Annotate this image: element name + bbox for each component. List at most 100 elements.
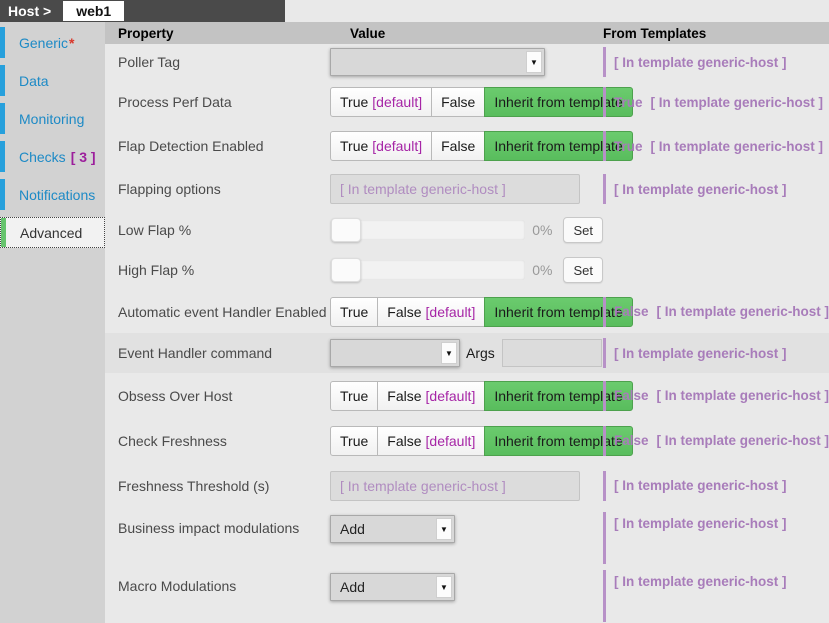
template-indicator-bar: [603, 87, 606, 117]
false-button[interactable]: False: [431, 87, 486, 117]
button-label: False: [441, 94, 476, 110]
template-note: [ In template generic-host ]: [656, 388, 829, 403]
false-button[interactable]: False [default]: [377, 425, 486, 456]
template-value: False: [614, 388, 649, 403]
table-row: Flapping options [ In template generic-h…: [105, 168, 829, 210]
column-header-property: Property: [118, 25, 174, 41]
top-bar: Host > web1: [0, 0, 829, 22]
table-row: Flap Detection Enabled True [default] Fa…: [105, 124, 829, 168]
property-label: Business impact modulations: [118, 520, 300, 536]
set-button[interactable]: Set: [563, 217, 603, 243]
true-button[interactable]: True [default]: [330, 131, 433, 161]
tab-indicator-bar: [0, 141, 5, 172]
table-row: Low Flap % 0% Set: [105, 210, 829, 250]
tristate-button-group: True False [default] Inherit from templa…: [330, 296, 633, 327]
sidebar-item-data[interactable]: Data: [0, 65, 105, 96]
template-note: [ In template generic-host ]: [614, 345, 787, 361]
button-label: Inherit from template: [494, 138, 623, 154]
column-header-from-templates: From Templates: [603, 25, 707, 41]
property-label: Check Freshness: [118, 432, 227, 449]
column-header-value: Value: [350, 25, 386, 41]
freshness-threshold-input[interactable]: [330, 470, 580, 501]
slider-handle[interactable]: [331, 258, 361, 282]
template-note: [ In template generic-host ]: [656, 304, 829, 319]
sidebar-item-monitoring[interactable]: Monitoring: [0, 103, 105, 134]
breadcrumb: Host >: [8, 3, 52, 19]
default-marker: [default]: [425, 387, 476, 404]
inherit-from-template-button[interactable]: Inherit from template: [484, 425, 633, 456]
event-handler-command-select[interactable]: ▼: [330, 339, 460, 367]
true-button[interactable]: True: [330, 425, 379, 456]
template-indicator-bar: [603, 296, 606, 327]
table-row: Process Perf Data True [default] False I…: [105, 80, 829, 124]
template-note: [ In template generic-host ]: [614, 478, 787, 493]
poller-tag-select[interactable]: ▼: [330, 48, 545, 76]
business-impact-modulations-select[interactable]: Add ▼: [330, 515, 455, 543]
sidebar-item-label: Notifications: [19, 186, 96, 203]
select-value: Add: [340, 579, 365, 595]
template-indicator-bar: [603, 380, 606, 411]
sidebar-item-label: Data: [19, 72, 49, 89]
macro-modulations-select[interactable]: Add ▼: [330, 573, 455, 601]
template-note: [ In template generic-host ]: [614, 516, 787, 531]
button-label: True: [340, 138, 369, 154]
true-button[interactable]: True: [330, 380, 379, 411]
flapping-options-input[interactable]: [330, 174, 580, 204]
table-row: Poller Tag ▼ [ In template generic-host …: [105, 44, 829, 80]
host-name-input[interactable]: web1: [63, 1, 125, 21]
button-label: True: [340, 303, 369, 320]
tab-indicator-bar: [0, 179, 5, 210]
template-indicator-bar: [603, 174, 606, 204]
tab-indicator-bar: [0, 27, 5, 58]
template-value: False: [614, 304, 649, 319]
inherit-from-template-button[interactable]: Inherit from template: [484, 380, 633, 411]
template-indicator-bar: [603, 570, 606, 622]
template-indicator-bar: [603, 338, 606, 368]
advanced-settings-panel: Property Value From Templates Poller Tag…: [105, 22, 829, 623]
template-value: True: [614, 94, 643, 110]
table-row: Business impact modulations Add ▼ [ In t…: [105, 508, 829, 566]
inherit-from-template-button[interactable]: Inherit from template: [484, 296, 633, 327]
sidebar-item-notifications[interactable]: Notifications: [0, 179, 105, 210]
template-note: [ In template generic-host ]: [614, 181, 787, 197]
button-label: True: [340, 94, 369, 110]
default-marker: [default]: [372, 94, 423, 110]
table-row: Event Handler command ▼ Args [ In templa…: [105, 333, 829, 373]
sidebar-item-checks[interactable]: Checks [ 3 ]: [0, 141, 105, 172]
template-indicator-bar: [603, 131, 606, 161]
default-marker: [default]: [425, 432, 476, 449]
high-flap-slider[interactable]: [330, 258, 526, 282]
low-flap-slider[interactable]: [330, 218, 526, 242]
sidebar-item-advanced[interactable]: Advanced: [0, 217, 105, 248]
property-label: Poller Tag: [118, 54, 181, 70]
select-value: Add: [340, 521, 365, 537]
inherit-from-template-button[interactable]: Inherit from template: [484, 87, 633, 117]
property-label: Process Perf Data: [118, 94, 232, 110]
false-button[interactable]: False [default]: [377, 380, 486, 411]
args-input[interactable]: [501, 339, 602, 367]
false-button[interactable]: False: [431, 131, 486, 161]
chevron-down-icon: ▼: [526, 51, 542, 73]
default-marker: [default]: [425, 303, 476, 320]
button-label: True: [340, 432, 369, 449]
true-button[interactable]: True [default]: [330, 87, 433, 117]
slider-handle[interactable]: [331, 218, 361, 242]
table-row: Automatic event Handler Enabled True Fal…: [105, 290, 829, 333]
sidebar-item-label: Generic: [19, 34, 69, 51]
property-label: Automatic event Handler Enabled: [118, 303, 327, 320]
table-row: Freshness Threshold (s) [ In template ge…: [105, 463, 829, 508]
chevron-down-icon: ▼: [436, 576, 452, 598]
sidebar-item-label: Advanced: [20, 224, 83, 241]
inherit-from-template-button[interactable]: Inherit from template: [484, 131, 633, 161]
table-header: Property Value From Templates: [105, 22, 829, 44]
property-label: Freshness Threshold (s): [118, 477, 270, 494]
template-indicator-bar: [603, 512, 606, 564]
sidebar-item-generic[interactable]: Generic *: [0, 27, 105, 58]
template-note: [ In template generic-host ]: [614, 54, 787, 70]
button-label: False: [387, 432, 422, 449]
set-button[interactable]: Set: [563, 257, 603, 283]
true-button[interactable]: True: [330, 296, 379, 327]
property-label: High Flap %: [118, 262, 195, 278]
false-button[interactable]: False [default]: [377, 296, 486, 327]
button-label: Inherit from template: [494, 432, 623, 449]
